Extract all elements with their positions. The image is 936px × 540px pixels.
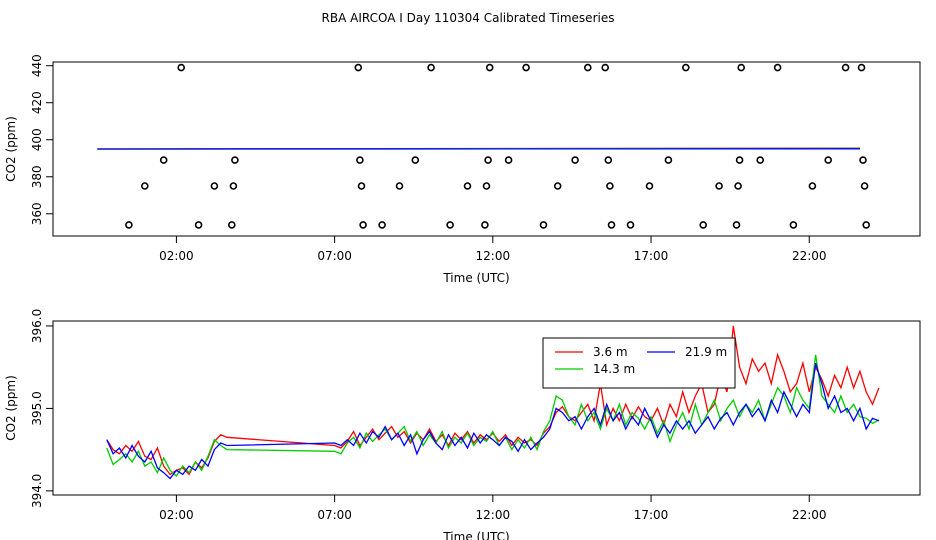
data-point [737, 63, 746, 72]
data-point [604, 156, 613, 164]
data-point [789, 221, 798, 229]
data-point [231, 156, 239, 164]
x-tick-label: 07:00 [317, 249, 352, 263]
data-point [607, 221, 616, 229]
data-point [177, 63, 185, 72]
y-tick-label: 396.0 [30, 309, 44, 343]
x-axis-label: Time (UTC) [442, 530, 509, 540]
data-point [463, 182, 472, 190]
x-tick-label: 07:00 [317, 508, 352, 522]
data-point [229, 182, 238, 190]
data-point [228, 221, 236, 229]
series-line-21-9-m [106, 362, 880, 480]
data-point [626, 221, 635, 229]
data-point [539, 221, 548, 229]
data-point [522, 63, 530, 72]
data-point [411, 156, 420, 164]
data-point [125, 221, 133, 229]
data-point [862, 221, 871, 229]
y-tick-label: 360 [30, 202, 44, 225]
x-tick-label: 02:00 [159, 508, 194, 522]
data-point [485, 63, 494, 72]
x-tick-label: 22:00 [792, 508, 827, 522]
data-point [553, 182, 562, 190]
data-point [715, 182, 723, 190]
data-point [756, 156, 765, 164]
data-point [583, 63, 592, 72]
data-point [504, 156, 513, 164]
data-point [732, 221, 741, 229]
data-point [841, 63, 850, 72]
y-tick-label: 400 [30, 128, 44, 151]
legend: 3.6 m 14.3 m 21.9 m [542, 337, 736, 389]
y-axis-label: CO2 (ppm) [4, 116, 18, 182]
y-axis-label: CO2 (ppm) [4, 375, 18, 441]
data-point [734, 182, 742, 190]
data-point [159, 156, 168, 164]
data-point [141, 182, 149, 190]
data-point [824, 156, 833, 164]
legend-label: 21.9 m [685, 345, 727, 359]
plot-frame [52, 61, 921, 237]
x-axis-label: Time (UTC) [442, 271, 509, 285]
data-point [773, 63, 782, 72]
chart-panel-top: 02:00 07:00 12:00 17:00 22:00 360 380 400 420 440… [4, 54, 921, 285]
data-point [606, 182, 614, 190]
legend-label: 3.6 m [593, 345, 628, 359]
y-tick-label: 395.0 [30, 391, 44, 425]
data-point [194, 221, 203, 229]
figure-title: RBA AIRCOA I Day 110304 Calibrated Times… [322, 11, 615, 25]
data-point [664, 156, 673, 164]
data-point [427, 63, 435, 72]
data-point [354, 63, 363, 72]
data-point [356, 156, 364, 164]
chart-panel-bottom: 02:00 07:00 12:00 17:00 22:00 394.0 395.0 396.0… [4, 309, 921, 540]
data-point [571, 156, 579, 164]
series-line-3-6-m [106, 325, 880, 476]
legend-box [542, 337, 736, 389]
x-tick-label: 17:00 [634, 249, 669, 263]
x-tick-label: 12:00 [476, 508, 511, 522]
data-point [859, 156, 867, 164]
x-tick-label: 17:00 [634, 508, 669, 522]
data-point [681, 63, 690, 72]
y-tick-label: 420 [30, 91, 44, 114]
data-point [481, 221, 489, 229]
data-point [359, 221, 367, 229]
data-point [857, 63, 866, 72]
data-point [484, 156, 492, 164]
x-tick-label: 22:00 [792, 249, 827, 263]
data-point [808, 182, 817, 190]
legend-label: 14.3 m [593, 362, 635, 376]
data-point [357, 182, 366, 190]
data-point [699, 221, 708, 229]
data-point [482, 182, 491, 190]
x-tick-label: 02:00 [159, 249, 194, 263]
y-tick-label: 440 [30, 54, 44, 77]
data-point [735, 156, 744, 164]
y-tick-label: 380 [30, 165, 44, 188]
data-point [601, 63, 610, 72]
data-point [860, 182, 869, 190]
series-line-14-3-m [106, 354, 880, 477]
y-tick-label: 394.0 [30, 474, 44, 508]
data-point [645, 182, 654, 190]
data-point [395, 182, 404, 190]
x-tick-label: 12:00 [476, 249, 511, 263]
data-point [446, 221, 454, 229]
data-point [378, 221, 386, 229]
data-point [210, 182, 219, 190]
